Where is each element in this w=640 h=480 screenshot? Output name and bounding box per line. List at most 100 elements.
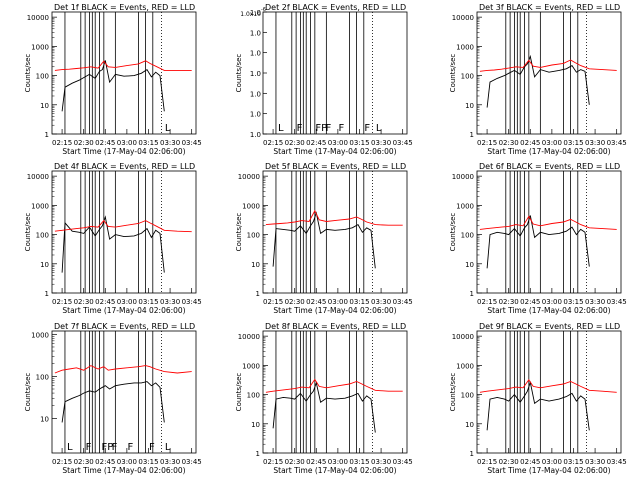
x-tick-label: 02:15 <box>52 298 72 306</box>
y-tick-label: 10000 <box>452 173 474 181</box>
x-tick-label: 03:15 <box>563 458 583 466</box>
x-axis-label: Start Time (17-May-04 02:06:00) <box>487 147 610 156</box>
x-tick-label: 03:45 <box>182 139 202 147</box>
y-tick-label: 1000 <box>31 331 49 339</box>
marker-label: L <box>278 123 284 134</box>
detector-panel-9: 1 10 100 1000 10000 02:15 02:30 02:45 03:00 03:15… <box>449 322 627 475</box>
series-lld <box>265 209 403 226</box>
x-tick-label: 03:15 <box>349 139 369 147</box>
x-tick-label: 02:45 <box>520 139 540 147</box>
x-tick-label: 02:45 <box>95 298 115 306</box>
y-axis-label: Counts/sec <box>24 213 32 252</box>
marker-label: F <box>86 442 92 453</box>
plot-frame <box>51 170 197 294</box>
x-tick-label: 03:30 <box>371 139 391 147</box>
x-tick-label: 03:00 <box>542 458 562 466</box>
y-tick-label: 10000 <box>27 173 49 181</box>
panel-title: Det 4f BLACK = Events, RED = LLD <box>54 162 195 171</box>
series-events <box>61 381 165 423</box>
y-tick-label: 10000 <box>238 173 260 181</box>
y-tick-label: 10 <box>40 102 49 110</box>
series-events <box>486 380 590 431</box>
x-tick-label: 03:15 <box>563 139 583 147</box>
x-tick-label: 02:30 <box>499 458 519 466</box>
x-tick-label: 02:45 <box>306 458 326 466</box>
y-tick-label: 100 <box>36 373 49 381</box>
x-tick-label: 03:45 <box>393 139 413 147</box>
y-tick-label: 10000 <box>452 14 474 22</box>
y-tick-label: 1000 <box>456 362 474 370</box>
detector-panel-4: 1 10 100 1000 10000 02:15 02:30 02:45 03:00 03:15… <box>24 162 202 315</box>
panel-title: Det 3f BLACK = Events, RED = LLD <box>479 3 620 12</box>
x-tick-label: 03:30 <box>585 139 605 147</box>
y-tick-label: 10 <box>40 261 49 269</box>
x-tick-label: 02:15 <box>52 139 72 147</box>
x-tick-label: 02:30 <box>285 139 305 147</box>
series-events <box>61 215 165 273</box>
marker-label: P <box>321 123 327 134</box>
x-axis-label: Start Time (17-May-04 02:06:00) <box>273 466 396 475</box>
x-tick-label: 03:45 <box>393 298 413 306</box>
y-tick-label: 1 <box>256 290 260 298</box>
x-tick-label: 02:30 <box>499 139 519 147</box>
y-tick-label: 1.0 <box>250 131 261 139</box>
series-lld <box>265 378 403 393</box>
y-tick-label: 1.0 <box>250 70 261 78</box>
y-axis-label: Counts/sec <box>24 373 32 412</box>
marker-label: L <box>376 123 382 134</box>
x-tick-label: 02:15 <box>477 458 497 466</box>
marker-label: F <box>102 442 108 453</box>
plot-frame <box>262 11 408 135</box>
x-axis-label: Start Time (17-May-04 02:06:00) <box>62 306 185 315</box>
x-tick-label: 03:30 <box>371 458 391 466</box>
plot-frame <box>476 170 622 294</box>
marker-label: L <box>165 123 171 134</box>
marker-label: F <box>338 123 344 134</box>
x-tick-label: 03:15 <box>138 458 158 466</box>
x-tick-label: 02:45 <box>306 139 326 147</box>
y-tick-label: 1000 <box>242 202 260 210</box>
x-tick-label: 03:45 <box>182 458 202 466</box>
marker-label: F <box>149 442 155 453</box>
x-tick-label: 03:00 <box>117 298 137 306</box>
x-tick-label: 03:45 <box>607 139 627 147</box>
y-tick-label: 100 <box>247 232 260 240</box>
x-tick-label: 02:45 <box>95 139 115 147</box>
x-tick-label: 03:15 <box>349 298 369 306</box>
x-tick-label: 03:15 <box>349 458 369 466</box>
y-axis-label: Counts/sec <box>235 213 243 252</box>
y-tick-label: 1 <box>256 450 260 458</box>
panel-title: Det 2f BLACK = Events, RED = LLD <box>265 3 406 12</box>
marker-label: F <box>315 123 321 134</box>
series-events <box>486 215 590 269</box>
y-tick-label: 10 <box>465 261 474 269</box>
x-tick-label: 03:15 <box>138 298 158 306</box>
series-events <box>272 381 376 433</box>
marker-label: P <box>107 442 113 453</box>
x-tick-label: 03:30 <box>371 298 391 306</box>
x-tick-label: 03:00 <box>542 139 562 147</box>
detector-panel-5: 1 10 100 1000 10000 02:15 02:30 02:45 03:00 03:15… <box>235 162 413 315</box>
plot-frame <box>51 11 197 135</box>
y-tick-label: 10000 <box>27 14 49 22</box>
x-tick-label: 02:45 <box>520 298 540 306</box>
y-tick-label: 1.0 <box>250 50 261 58</box>
y-tick-label: 1000 <box>242 362 260 370</box>
x-tick-label: 03:30 <box>160 458 180 466</box>
x-tick-label: 02:15 <box>477 139 497 147</box>
series-lld <box>54 219 192 233</box>
x-tick-label: 03:00 <box>117 458 137 466</box>
x-tick-label: 03:15 <box>563 298 583 306</box>
x-tick-label: 02:30 <box>74 139 94 147</box>
marker-label: F <box>112 442 118 453</box>
x-tick-label: 02:15 <box>52 458 72 466</box>
x-axis-label: Start Time (17-May-04 02:06:00) <box>273 147 396 156</box>
x-tick-label: 03:00 <box>117 139 137 147</box>
detector-panel-6: 1 10 100 1000 10000 02:15 02:30 02:45 03:00 03:15… <box>449 162 627 315</box>
panel-title: Det 5f BLACK = Events, RED = LLD <box>265 162 406 171</box>
y-axis-label: Counts/sec <box>235 373 243 412</box>
series-lld <box>479 379 617 393</box>
marker-label: F <box>127 442 133 453</box>
x-axis-label: Start Time (17-May-04 02:06:00) <box>62 466 185 475</box>
x-tick-label: 02:30 <box>499 298 519 306</box>
